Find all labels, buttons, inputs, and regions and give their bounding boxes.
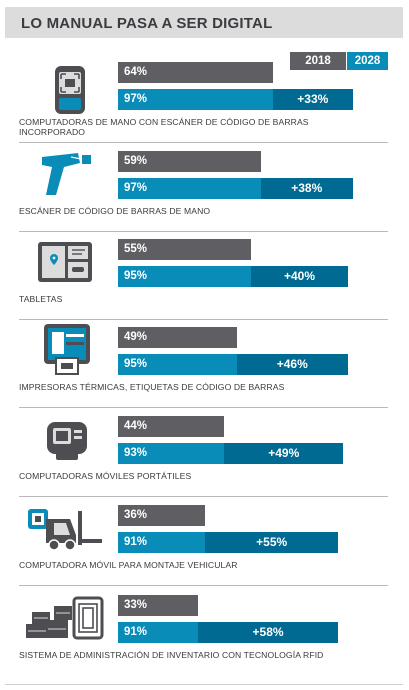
category-label-line2: INCORPORADO — [19, 126, 86, 137]
category-label-line1: SISTEMA DE ADMINISTRACIÓN DE INVENTARIO … — [19, 650, 324, 660]
row-divider — [19, 585, 388, 586]
bar-increase: +58% — [197, 622, 339, 643]
tablet-map-icon — [36, 240, 94, 291]
bar-2018: 64% — [118, 62, 273, 83]
category-label-line1: TABLETAS — [19, 294, 63, 304]
bar-2028: 91% — [118, 622, 198, 643]
bar-2028: 93% — [118, 443, 225, 464]
bar-increase: +49% — [224, 443, 344, 464]
category-label: IMPRESORAS TÉRMICAS, ETIQUETAS DE CÓDIGO… — [19, 382, 399, 393]
row-divider — [19, 142, 388, 143]
bar-increase: +55% — [205, 532, 339, 553]
category-label: SISTEMA DE ADMINISTRACIÓN DE INVENTARIO … — [19, 650, 399, 661]
category-label: TABLETAS — [19, 294, 399, 305]
category-label-line1: COMPUTADORA MÓVIL PARA MONTAJE VEHICULAR — [19, 560, 238, 570]
bar-2018: 36% — [118, 505, 206, 526]
category-label: COMPUTADORAS DE MANO CON ESCÁNER DE CÓDI… — [19, 117, 399, 137]
barcode-scanner-gun-icon — [38, 151, 96, 202]
mobile-computer-icon — [44, 418, 90, 467]
category-label: COMPUTADORA MÓVIL PARA MONTAJE VEHICULAR — [19, 560, 399, 571]
bar-2018: 55% — [118, 239, 252, 260]
chart-title: LO MANUAL PASA A SER DIGITAL — [21, 15, 273, 32]
category-label-line1: IMPRESORAS TÉRMICAS, ETIQUETAS DE CÓDIGO… — [19, 382, 285, 392]
row-divider — [19, 407, 388, 408]
bar-increase: +40% — [251, 266, 348, 287]
category-label-line1: COMPUTADORAS DE MANO CON ESCÁNER DE CÓDI… — [19, 117, 309, 127]
bar-increase: +33% — [272, 89, 353, 110]
bar-2028: 95% — [118, 266, 252, 287]
bar-2018: 49% — [118, 327, 237, 348]
category-label: ESCÁNER DE CÓDIGO DE BARRAS DE MANO — [19, 206, 399, 217]
rfid-inventory-icon — [24, 594, 106, 647]
bar-2028: 91% — [118, 532, 206, 553]
bar-2028: 95% — [118, 354, 237, 375]
forklift-computer-icon — [24, 505, 106, 556]
bar-increase: +46% — [236, 354, 348, 375]
bottom-rule — [5, 684, 403, 685]
bar-2028: 97% — [118, 178, 261, 199]
category-label-line1: COMPUTADORAS MÓVILES PORTÁTILES — [19, 471, 192, 481]
legend-2018: 2018 — [290, 52, 346, 70]
category-label-line1: ESCÁNER DE CÓDIGO DE BARRAS DE MANO — [19, 206, 211, 216]
bar-increase: +38% — [260, 178, 353, 199]
bar-2028: 97% — [118, 89, 273, 110]
title-bar: LO MANUAL PASA A SER DIGITAL — [5, 7, 403, 38]
row-divider — [19, 319, 388, 320]
row-divider — [19, 231, 388, 232]
bar-2018: 59% — [118, 151, 261, 172]
row-divider — [19, 496, 388, 497]
handheld-scanner-computer-icon — [52, 64, 98, 125]
bar-2018: 44% — [118, 416, 225, 437]
legend-2028: 2028 — [347, 52, 388, 70]
category-label: COMPUTADORAS MÓVILES PORTÁTILES — [19, 471, 399, 482]
thermal-printer-icon — [42, 322, 94, 381]
bar-2018: 33% — [118, 595, 198, 616]
